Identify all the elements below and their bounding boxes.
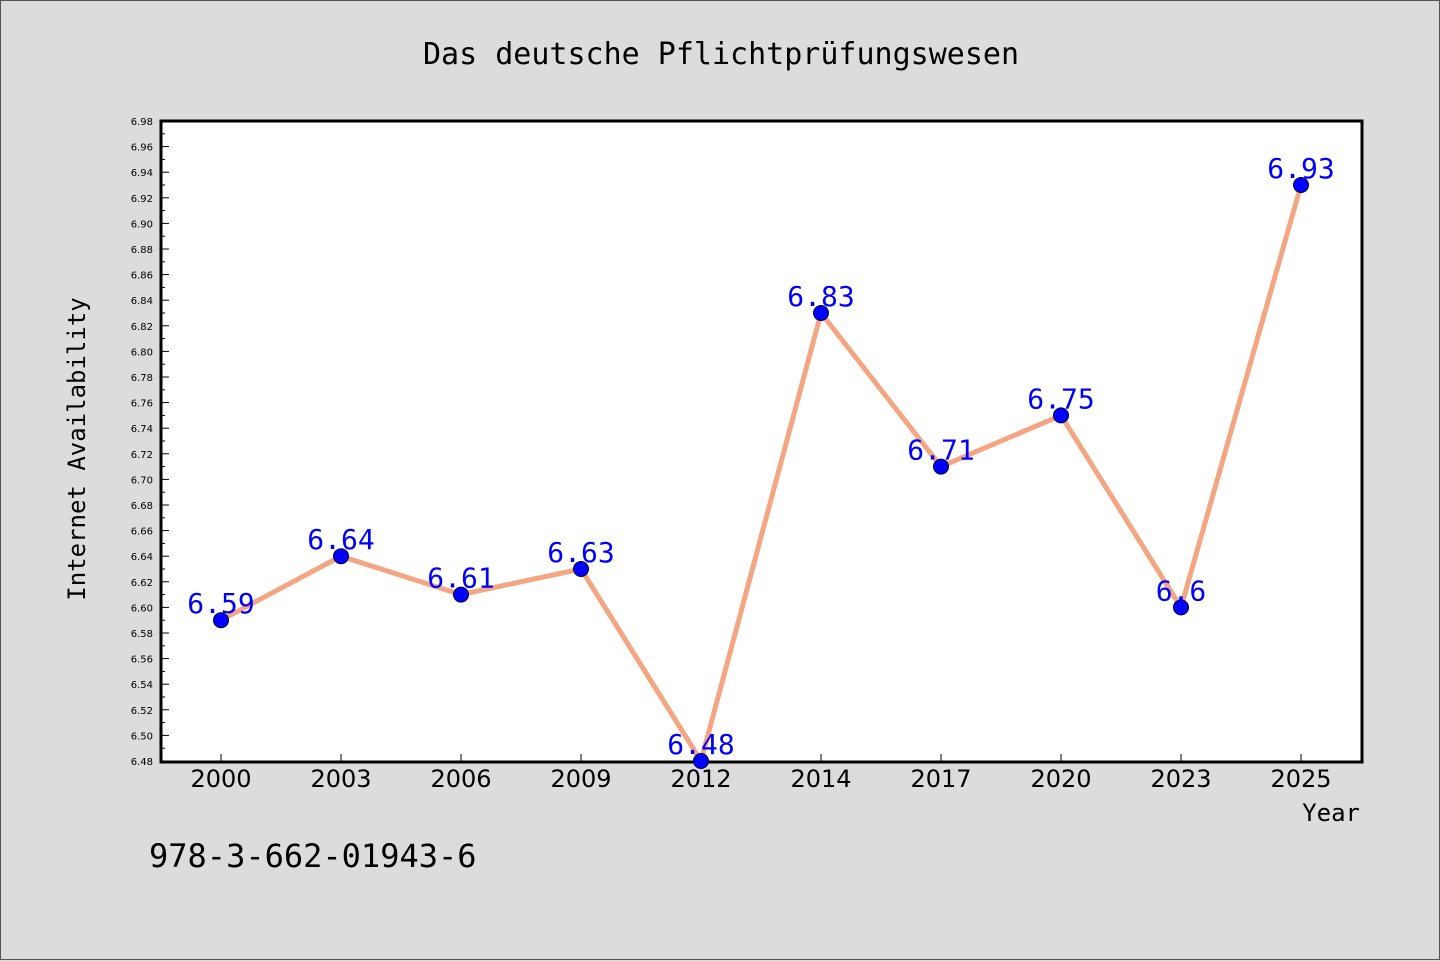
y-tick-label: 6.94 [131,168,153,179]
y-tick-label: 6.74 [131,424,153,435]
y-axis-label: Internet Availability [63,297,91,600]
y-tick-label: 6.86 [131,271,153,282]
data-label: 6.75 [1027,382,1094,415]
data-label: 6.59 [187,587,254,620]
y-tick-label: 6.56 [131,655,153,666]
y-tick-label: 6.52 [131,706,153,717]
y-tick-label: 6.54 [131,680,153,691]
y-tick-label: 6.98 [131,117,153,128]
data-labels: 6.59 6.64 6.61 6.63 6.48 6.83 6.71 6.75 6.6 6.93 [187,152,1334,761]
x-tick-label: 2006 [430,765,491,793]
data-label: 6.6 [1156,574,1207,607]
data-label: 6.63 [547,536,614,569]
x-tick-label: 2012 [670,765,731,793]
y-tick-label: 6.80 [131,347,153,358]
footer-text: 978-3-662-01943-6 [149,837,477,875]
y-tick-label: 6.64 [131,552,153,563]
x-tick-label: 2000 [190,765,251,793]
data-label: 6.83 [787,280,854,313]
x-axis-ticks: 2000 2003 2006 2009 2012 2014 2017 2020 2023 2025 [190,754,1332,793]
y-tick-label: 6.96 [131,143,153,154]
data-point [453,586,469,603]
y-tick-label: 6.68 [131,501,153,512]
data-label: 6.61 [427,562,494,595]
data-point [213,612,229,629]
y-tick-label: 6.70 [131,475,153,486]
y-tick-label: 6.72 [131,450,153,461]
y-tick-label: 6.92 [131,194,153,205]
chart-title: Das deutsche Pflichtprüfungswesen [423,37,1019,72]
y-tick-label: 6.48 [131,757,153,768]
data-point [813,305,829,321]
x-tick-label: 2020 [1030,765,1091,793]
x-tick-label: 2025 [1270,765,1331,793]
x-tick-label: 2023 [1150,765,1211,793]
data-point [1293,177,1309,193]
y-tick-label: 6.58 [131,629,153,640]
y-tick-label: 6.66 [131,527,153,538]
data-point [1053,407,1069,424]
y-tick-label: 6.88 [131,245,153,256]
y-tick-label: 6.78 [131,373,153,384]
series-line [219,184,1304,764]
data-point [933,458,949,475]
x-tick-label: 2017 [910,765,971,793]
data-label: 6.48 [667,728,734,761]
y-tick-label: 6.62 [131,578,153,589]
y-tick-label: 6.60 [131,603,153,614]
y-tick-label: 6.76 [131,399,153,410]
data-label: 6.71 [907,434,974,467]
data-label: 6.93 [1267,152,1334,185]
data-point [1173,599,1189,616]
data-point [693,753,709,769]
x-tick-label: 2014 [790,765,851,793]
data-point [333,548,349,565]
data-markers [213,177,1309,769]
data-point [573,561,589,577]
plot-area [159,119,1364,764]
x-tick-label: 2009 [550,765,611,793]
y-tick-label: 6.50 [131,731,153,742]
y-tick-label: 6.84 [131,296,153,307]
x-axis-label: Year [1302,799,1360,827]
y-tick-label: 6.82 [131,322,153,333]
data-label: 6.64 [307,523,374,556]
x-tick-label: 2003 [310,765,371,793]
y-tick-label: 6.90 [131,219,153,230]
y-axis-ticks: 6.48 6.50 6.52 6.54 6.56 6.58 6.60 6.62 6.64 6.66… [131,117,169,768]
